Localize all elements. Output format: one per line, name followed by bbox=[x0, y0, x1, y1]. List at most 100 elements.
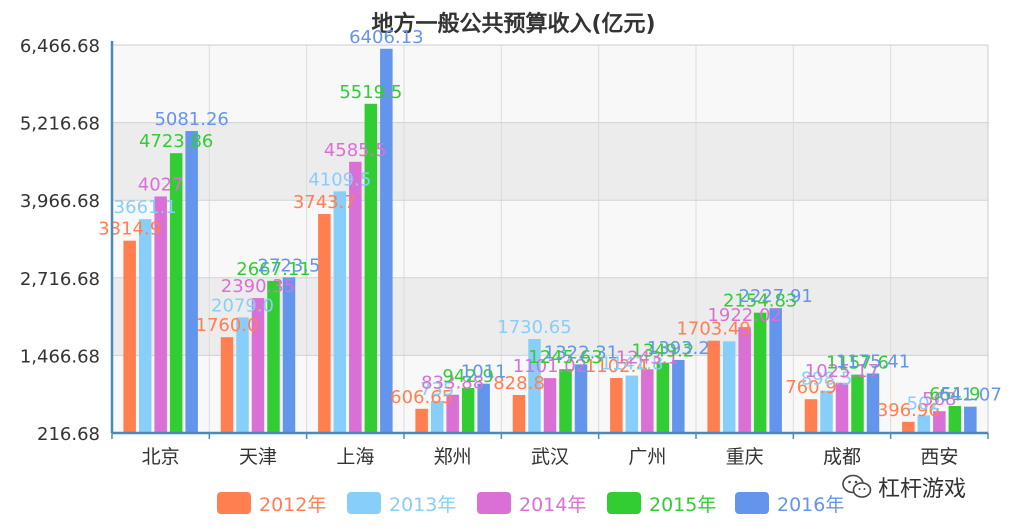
x-tick-label: 重庆 bbox=[726, 446, 764, 468]
data-label: 3743.7 bbox=[293, 192, 356, 213]
bar bbox=[220, 337, 234, 433]
bar bbox=[528, 339, 541, 433]
bar bbox=[169, 153, 183, 433]
y-tick-label: 5,216.68 bbox=[20, 114, 100, 135]
legend-label: 2016年 bbox=[777, 493, 845, 516]
data-label: 4585.5 bbox=[324, 140, 387, 161]
legend-swatch bbox=[607, 492, 641, 514]
watermark-text: 杠杆游戏 bbox=[878, 477, 967, 502]
bar bbox=[380, 48, 393, 434]
bar bbox=[364, 103, 378, 433]
legend-swatch bbox=[347, 492, 381, 514]
legend-item[interactable]: 2016年 bbox=[735, 489, 844, 517]
bar bbox=[267, 280, 280, 433]
bar bbox=[933, 411, 946, 433]
data-label: 1011 bbox=[461, 362, 507, 383]
data-label: 1243.1 bbox=[616, 347, 679, 368]
y-tick-label: 3,966.68 bbox=[20, 191, 100, 212]
data-label: 5081.26 bbox=[154, 109, 228, 130]
bar bbox=[964, 406, 977, 433]
data-label: 1730.65 bbox=[497, 317, 571, 338]
y-tick-label: 2,716.68 bbox=[20, 269, 100, 290]
data-label: 4723.86 bbox=[139, 131, 213, 152]
x-tick-label: 天津 bbox=[239, 446, 277, 468]
bar bbox=[866, 373, 880, 433]
bar bbox=[804, 399, 818, 433]
data-label: 1025.17 bbox=[805, 361, 879, 382]
x-tick-label: 广州 bbox=[628, 446, 666, 468]
data-label: 2667.11 bbox=[236, 259, 310, 280]
x-tick-label: 郑州 bbox=[434, 446, 472, 468]
bar bbox=[738, 327, 751, 433]
legend-item[interactable]: 2012年 bbox=[217, 489, 326, 517]
data-label: 1349.2 bbox=[631, 341, 694, 362]
x-tick-label: 上海 bbox=[336, 446, 374, 468]
legend-label: 2014年 bbox=[519, 493, 587, 516]
data-label: 3314.9 bbox=[98, 219, 161, 240]
bar bbox=[251, 298, 265, 433]
data-label: 2227.91 bbox=[738, 286, 812, 307]
bar bbox=[656, 362, 670, 433]
bar bbox=[610, 378, 623, 433]
data-label: 396.96 bbox=[877, 400, 940, 421]
legend-swatch bbox=[217, 492, 251, 514]
bar bbox=[430, 400, 444, 433]
data-label: 5519.5 bbox=[339, 82, 402, 103]
y-tick-label: 6,466.68 bbox=[20, 36, 100, 57]
bar bbox=[349, 161, 362, 433]
data-label: 1322.31 bbox=[544, 342, 618, 363]
data-label: 1703.49 bbox=[676, 319, 750, 340]
data-label: 2723.5 bbox=[258, 255, 321, 276]
bar bbox=[769, 308, 782, 433]
bar bbox=[461, 387, 475, 433]
legend-item[interactable]: 2014年 bbox=[477, 489, 586, 517]
data-label: 1102.4 bbox=[585, 356, 648, 377]
bar bbox=[138, 219, 152, 433]
bar bbox=[333, 191, 347, 433]
bar bbox=[415, 408, 428, 433]
bar bbox=[851, 374, 864, 433]
bar bbox=[625, 375, 639, 433]
legend-item[interactable]: 2013年 bbox=[347, 489, 456, 517]
data-label: 2390.35 bbox=[221, 276, 295, 297]
data-label: 942.9 bbox=[442, 366, 494, 387]
data-label: 735 bbox=[420, 379, 454, 400]
bar bbox=[820, 390, 833, 433]
bar bbox=[707, 340, 720, 433]
legend-item[interactable]: 2015年 bbox=[607, 489, 716, 517]
data-label: 1175.41 bbox=[836, 351, 910, 372]
data-label: 2079.0 bbox=[211, 295, 274, 316]
bar bbox=[154, 196, 167, 433]
data-label: 2154.83 bbox=[723, 291, 797, 312]
bar bbox=[574, 364, 588, 433]
bar bbox=[753, 312, 767, 433]
bar bbox=[477, 383, 490, 433]
data-label: 1141.8 bbox=[600, 354, 663, 375]
chart-title: 地方一般公共预算收入(亿元) bbox=[371, 12, 656, 37]
bar bbox=[902, 421, 915, 433]
data-label: 828.8 bbox=[493, 373, 545, 394]
bar bbox=[123, 240, 136, 433]
data-label: 6406.13 bbox=[349, 27, 423, 48]
bar bbox=[559, 369, 572, 433]
wechat-icon bbox=[842, 474, 872, 498]
legend-label: 2013年 bbox=[389, 493, 457, 516]
data-label: 568 bbox=[922, 389, 956, 410]
legend-label: 2015年 bbox=[649, 493, 717, 516]
data-label: 1101.02 bbox=[513, 356, 587, 377]
x-tick-label: 西安 bbox=[920, 446, 958, 468]
bar bbox=[835, 382, 849, 433]
bar bbox=[543, 378, 557, 433]
data-label: 898.5 bbox=[801, 369, 853, 390]
bar bbox=[282, 277, 296, 433]
bar bbox=[185, 131, 198, 433]
bar bbox=[512, 394, 526, 433]
data-label: 1922.02 bbox=[707, 305, 781, 326]
bar bbox=[917, 415, 931, 433]
data-label: 4027 bbox=[138, 174, 184, 195]
bar bbox=[446, 394, 459, 433]
chart-legend: 2012年 2013年 2014年 2015年 2016年 bbox=[0, 485, 1027, 525]
watermark: 杠杆游戏 bbox=[842, 470, 966, 504]
legend-swatch bbox=[477, 492, 511, 514]
data-label: 833.88 bbox=[421, 373, 484, 394]
